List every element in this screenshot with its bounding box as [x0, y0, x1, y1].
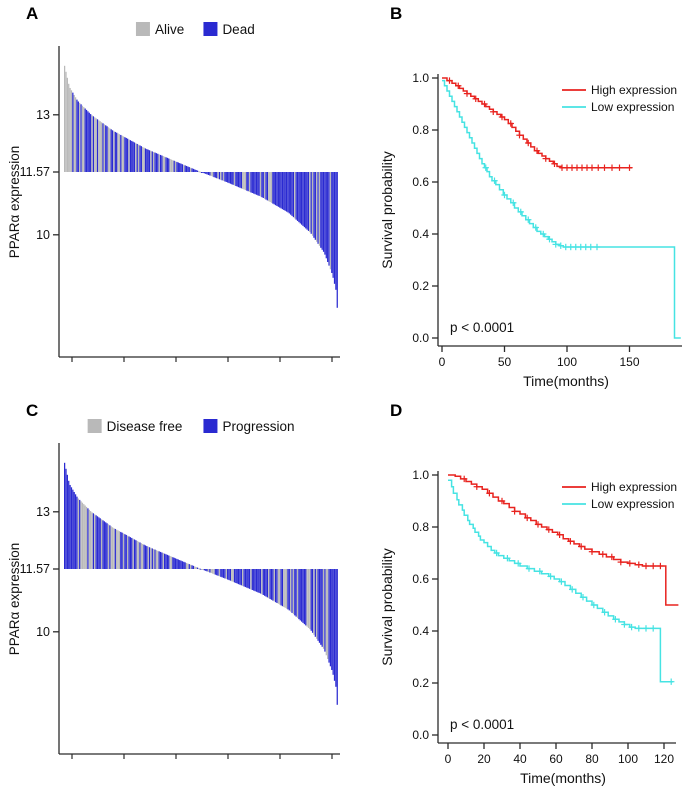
x-tick-label: 120	[654, 752, 674, 766]
panel-label-B: B	[390, 4, 403, 23]
y-tick-label: 0.2	[412, 279, 429, 293]
km-curve-low	[442, 79, 681, 339]
x-axis-label: Time(months)	[520, 770, 606, 786]
x-tick-label: 20	[477, 752, 491, 766]
y-axis-label: PPARα expression	[7, 146, 22, 259]
x-tick-label: 40	[513, 752, 527, 766]
x-tick-label: 100	[618, 752, 638, 766]
y-tick-label: 1.0	[412, 71, 429, 85]
y-tick-label: 0.8	[412, 520, 429, 534]
censor-marks	[493, 549, 675, 685]
waterfall-chart-C: Disease free Progression 13 11.57 10 PPARα ex…	[7, 419, 340, 759]
y-tick-label: 0.8	[412, 123, 429, 137]
x-tick-label: 80	[585, 752, 599, 766]
y-axis-label: Survival probability	[379, 548, 395, 666]
y-tick-label: 0.4	[412, 624, 429, 638]
expression-bars	[64, 462, 338, 705]
panel-B: B 0.0 0.2 0.4 0.6 0.8 1.0 0 50 100 150 Time(months…	[346, 0, 692, 397]
x-tick-label: 0	[439, 355, 446, 369]
y-tick-label: 13	[36, 505, 50, 519]
y-tick-label: 0.2	[412, 676, 429, 690]
x-axis-label: Time(months)	[523, 373, 609, 389]
censor-marks	[482, 164, 601, 251]
km-curve-high	[442, 77, 632, 169]
y-tick-label: 11.57	[20, 562, 50, 576]
panel-D: D 0.0 0.2 0.4 0.6 0.8 1.0 0 20 40 60 80 100 120 Time(…	[346, 397, 692, 794]
x-tick-label: 100	[557, 355, 577, 369]
panel-A: A Alive Dead 13 11.57 10 PPARα expression	[0, 0, 346, 397]
y-tick-label: 13	[36, 108, 50, 122]
p-value-annotation: p < 0.0001	[450, 717, 514, 732]
legend-label: High expression	[591, 480, 677, 494]
p-value-annotation: p < 0.0001	[450, 320, 514, 335]
legend-swatch	[203, 22, 218, 36]
y-tick-label: 0.6	[412, 572, 429, 586]
y-tick-label: 1.0	[412, 468, 429, 482]
legend-swatch	[135, 22, 150, 36]
km-curve-low	[448, 479, 673, 683]
legend-label: High expression	[591, 83, 677, 97]
legend-label: Dead	[222, 22, 254, 37]
legend-label: Low expression	[591, 100, 674, 114]
panel-label-A: A	[26, 4, 39, 23]
legend-label: Alive	[155, 22, 184, 37]
x-tick-label: 150	[619, 355, 639, 369]
legend-label: Low expression	[591, 497, 674, 511]
legend-swatch	[87, 419, 102, 433]
y-axis-label: Survival probability	[379, 151, 395, 269]
y-tick-label: 11.57	[20, 165, 50, 179]
y-tick-label: 10	[36, 625, 50, 639]
y-tick-label: 0.0	[412, 331, 429, 345]
panel-label-D: D	[390, 401, 403, 420]
censor-marks	[461, 475, 664, 570]
expression-bars	[64, 65, 338, 308]
x-tick-label: 0	[445, 752, 452, 766]
y-tick-label: 10	[36, 228, 50, 242]
censor-marks	[446, 77, 633, 171]
legend-label: Disease free	[107, 419, 183, 434]
y-tick-label: 0.6	[412, 175, 429, 189]
survival-chart-B: 0.0 0.2 0.4 0.6 0.8 1.0 0 50 100 150 Time(months) S…	[379, 71, 682, 389]
y-tick-label: 0.0	[412, 728, 429, 742]
panel-C: C Disease free Progression 13 11.57 10 PPARα …	[0, 397, 346, 794]
x-tick-label: 50	[498, 355, 512, 369]
legend-label: Progression	[222, 419, 294, 434]
waterfall-chart-A: Alive Dead 13 11.57 10 PPARα expression	[7, 22, 340, 362]
panel-label-C: C	[26, 401, 39, 420]
y-tick-label: 0.4	[412, 227, 429, 241]
km-curve-high	[448, 474, 679, 606]
legend-swatch	[203, 419, 218, 433]
survival-chart-D: 0.0 0.2 0.4 0.6 0.8 1.0 0 20 40 60 80 100 120 Time(mo…	[379, 468, 679, 786]
y-axis-label: PPARα expression	[7, 543, 22, 656]
x-tick-label: 60	[549, 752, 563, 766]
